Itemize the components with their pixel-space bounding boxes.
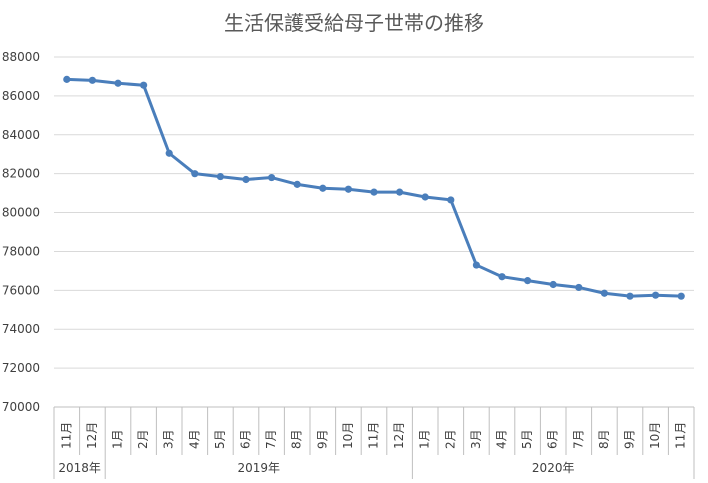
x-tick-label: 1月 xyxy=(418,429,432,449)
x-tick-label: 5月 xyxy=(213,429,227,449)
data-point xyxy=(216,172,224,181)
data-point xyxy=(652,291,660,299)
y-tick-label: 76000 xyxy=(2,283,40,297)
x-tick-label: 12月 xyxy=(85,422,99,449)
y-tick-label: 86000 xyxy=(2,89,40,103)
data-point xyxy=(421,193,429,201)
y-tick-label: 88000 xyxy=(2,50,40,64)
x-tick-label: 12月 xyxy=(392,422,406,449)
data-point xyxy=(396,188,404,196)
y-axis: 70000 72000 74000 76000 78000 80000 82000 84000… xyxy=(2,50,40,414)
x-tick-label: 10月 xyxy=(341,422,355,449)
data-point xyxy=(293,180,301,188)
data-point xyxy=(677,292,685,300)
x-tick-label: 3月 xyxy=(469,429,483,449)
x-tick-label: 9月 xyxy=(315,429,329,449)
y-tick-label: 84000 xyxy=(2,128,40,142)
x-tick-label: 9月 xyxy=(623,429,637,449)
data-point xyxy=(268,173,276,182)
series-line xyxy=(65,77,683,298)
data-point xyxy=(88,76,96,84)
x-group-label: 2020年 xyxy=(532,461,575,475)
data-point xyxy=(165,149,173,157)
data-point xyxy=(344,185,352,193)
chart-title: 生活保護受給母子世帯の推移 xyxy=(224,11,484,35)
x-tick-label: 4月 xyxy=(187,429,201,449)
x-tick-label: 4月 xyxy=(495,429,509,449)
data-point xyxy=(549,280,557,289)
data-point xyxy=(191,170,199,178)
data-point xyxy=(370,188,378,196)
x-tick-label: 6月 xyxy=(546,429,560,449)
x-tick-label: 8月 xyxy=(290,429,304,449)
x-tick-label: 6月 xyxy=(239,429,253,449)
data-point xyxy=(242,175,250,184)
data-point xyxy=(114,79,122,87)
x-tick-label: 8月 xyxy=(597,429,611,449)
series xyxy=(63,75,685,300)
y-tick-label: 82000 xyxy=(2,167,40,181)
y-tick-label: 74000 xyxy=(2,322,40,336)
x-tick-label: 3月 xyxy=(162,429,176,449)
x-tick-label: 11月 xyxy=(367,422,381,449)
data-point xyxy=(319,184,327,192)
x-group-label: 2018年 xyxy=(58,461,101,475)
data-point xyxy=(498,273,506,281)
x-axis: 11月 12月 1月 2月 3月 4月 5月 6月 7月 8月 9月 10月 11月 12月 1月 2月 3月 4… xyxy=(53,406,695,479)
x-tick-label: 11月 xyxy=(59,422,73,449)
x-tick-label: 7月 xyxy=(264,429,278,449)
data-point xyxy=(575,283,583,292)
data-point xyxy=(524,277,532,285)
x-tick-label: 7月 xyxy=(571,429,585,449)
data-point xyxy=(447,196,455,204)
data-point xyxy=(63,75,71,83)
y-tick-label: 70000 xyxy=(2,400,40,414)
data-point xyxy=(140,81,148,89)
y-tick-label: 72000 xyxy=(2,361,40,375)
data-point xyxy=(472,261,480,269)
data-point xyxy=(600,289,609,297)
y-tick-label: 80000 xyxy=(2,206,40,220)
x-tick-label: 5月 xyxy=(520,429,534,449)
y-tick-label: 78000 xyxy=(2,244,40,258)
x-tick-label: 1月 xyxy=(111,429,125,449)
x-tick-label: 2月 xyxy=(136,429,150,449)
x-group-label: 2019年 xyxy=(238,461,281,475)
x-tick-label: 10月 xyxy=(648,422,662,449)
x-tick-label: 2月 xyxy=(443,429,457,449)
x-tick-label: 11月 xyxy=(674,422,688,449)
data-point xyxy=(626,292,634,300)
